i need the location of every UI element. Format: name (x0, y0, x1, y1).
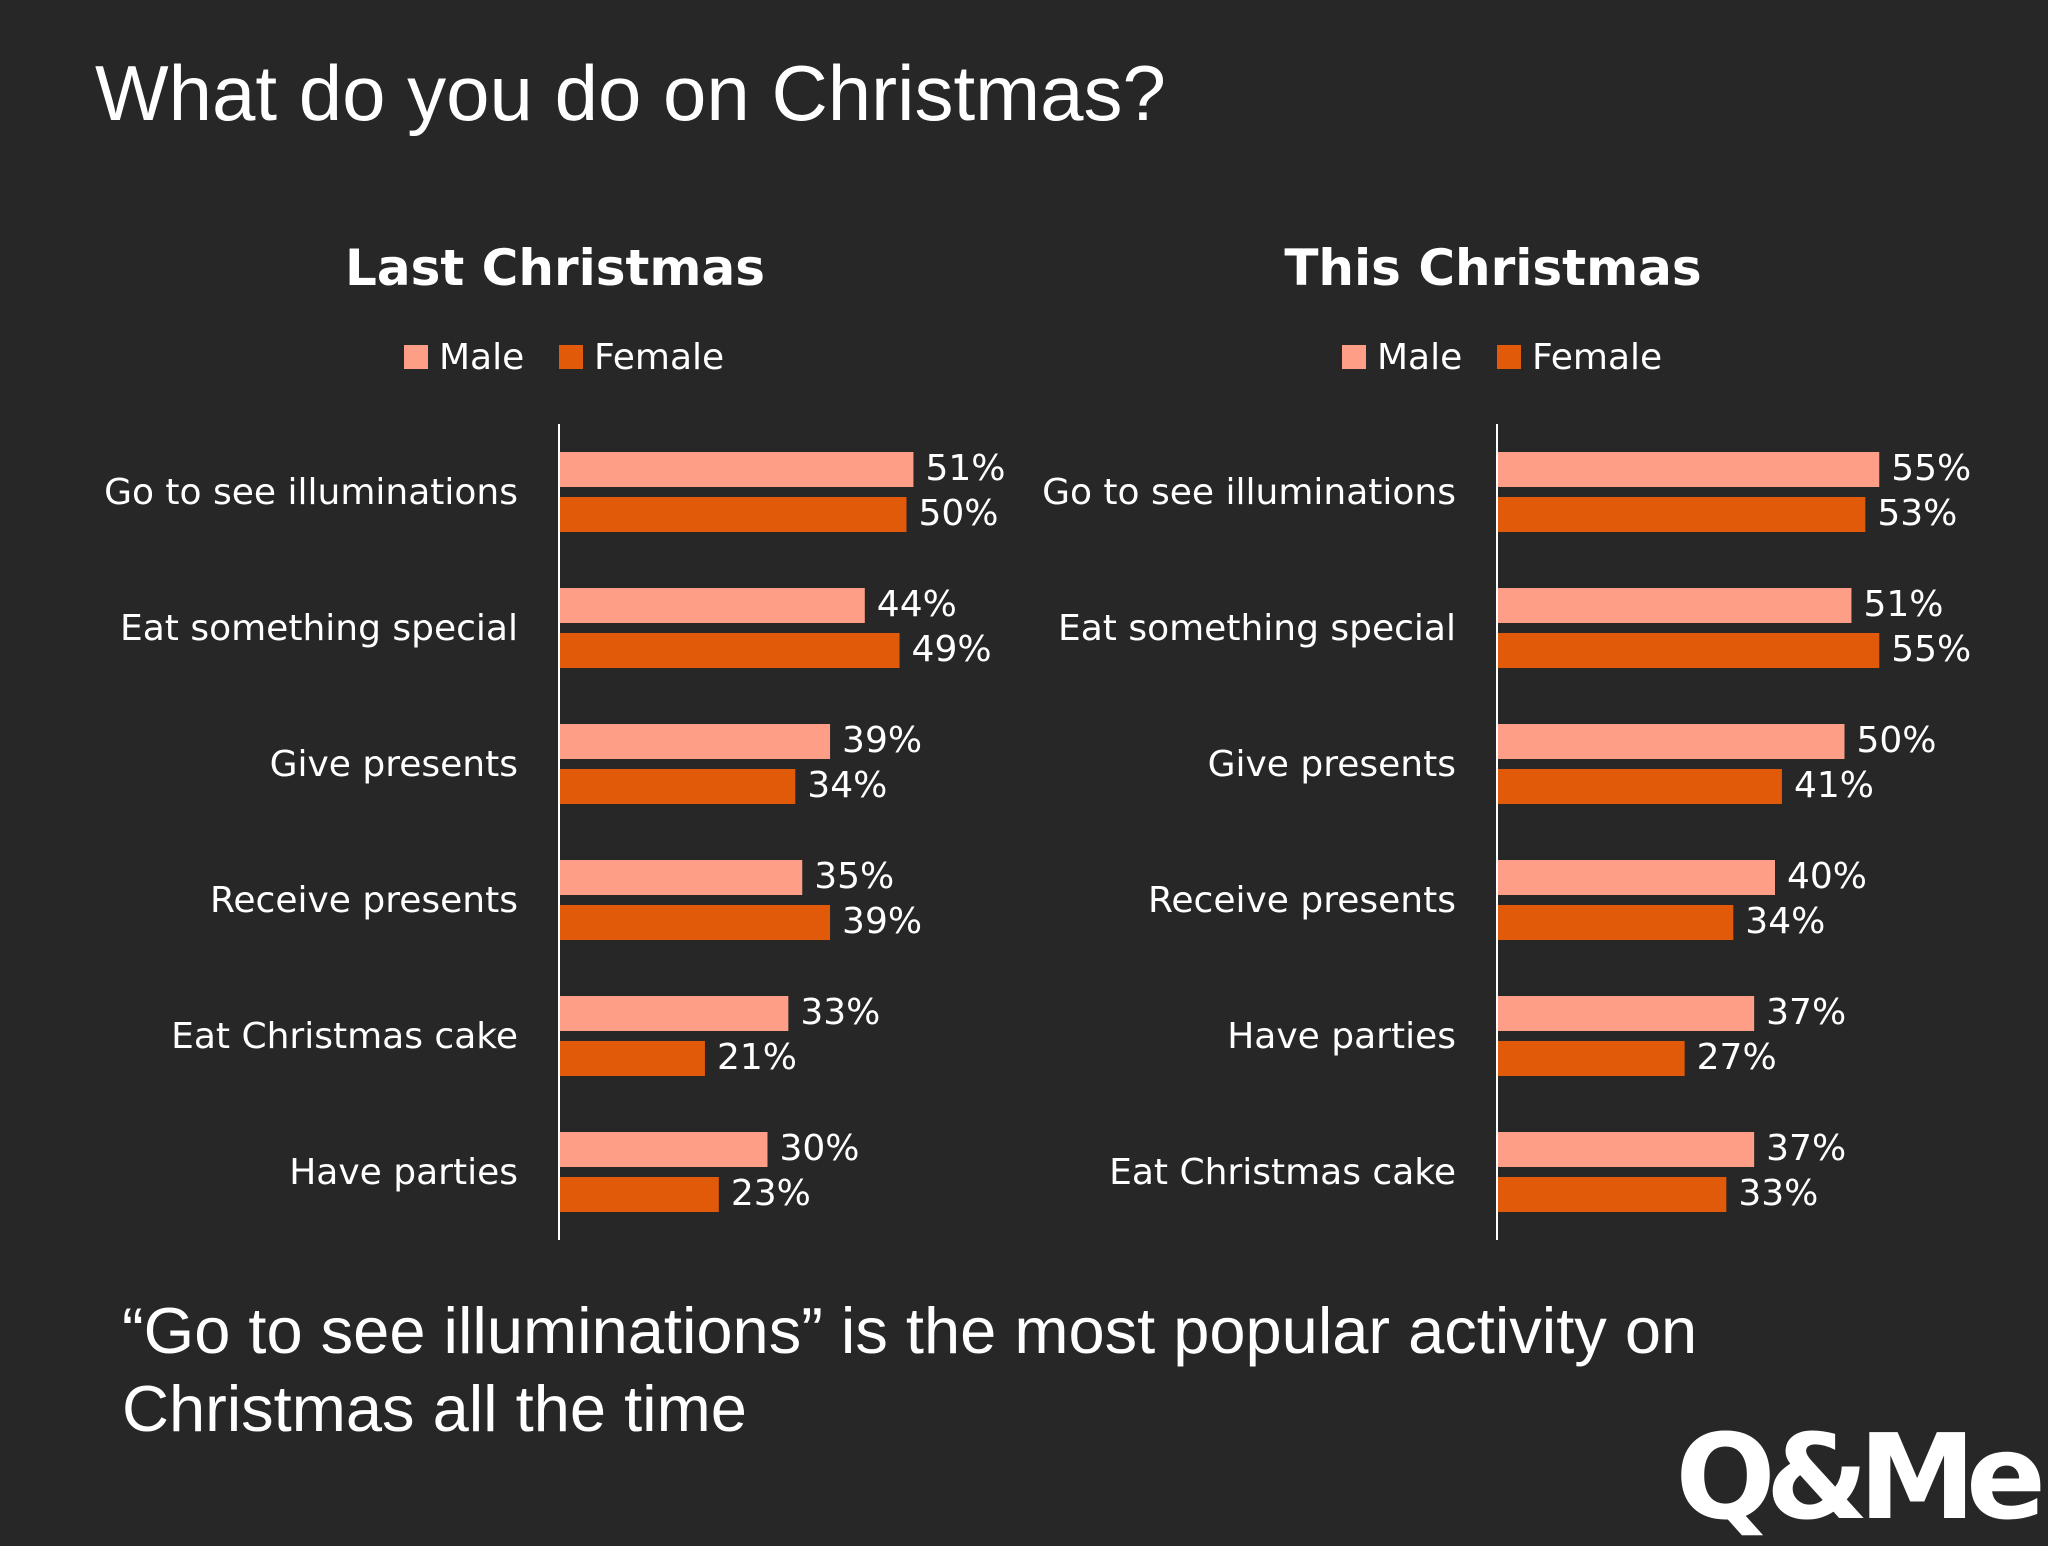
legend-swatch-male (1342, 345, 1366, 369)
bar-male (559, 996, 789, 1031)
data-label: 55% (1891, 629, 1971, 670)
data-label: 23% (731, 1173, 811, 1214)
data-label: 51% (925, 448, 1005, 489)
legend-swatch-female (1497, 345, 1521, 369)
category-label: Have parties (289, 1152, 518, 1193)
bar-female (1497, 1177, 1727, 1212)
bar-male (559, 452, 914, 487)
data-label: 37% (1766, 1128, 1846, 1169)
category-label: Give presents (270, 744, 518, 785)
data-label: 50% (919, 493, 999, 534)
data-label: 35% (814, 856, 894, 897)
bar-male (559, 724, 831, 759)
data-label: 41% (1794, 765, 1874, 806)
category-label: Give presents (1208, 744, 1456, 785)
data-label: 39% (842, 901, 922, 942)
category-label: Receive presents (210, 880, 518, 921)
bar-female (1497, 769, 1782, 804)
data-label: 30% (780, 1128, 860, 1169)
bar-female (559, 1177, 719, 1212)
data-label: 53% (1877, 493, 1957, 534)
category-label: Go to see illuminations (104, 472, 518, 513)
chart-title: Last Christmas (345, 239, 765, 297)
legend-label-male: Male (1377, 337, 1462, 378)
chart-title: This Christmas (1284, 239, 1701, 297)
data-label: 39% (842, 720, 922, 761)
data-label: 44% (877, 584, 957, 625)
bar-male (1497, 996, 1755, 1031)
slide-title: What do you do on Christmas? (95, 49, 1166, 137)
bar-female (559, 1041, 705, 1076)
data-label: 40% (1787, 856, 1867, 897)
category-label: Eat Christmas cake (171, 1016, 518, 1057)
data-label: 55% (1891, 448, 1971, 489)
bar-female (1497, 497, 1866, 532)
data-label: 49% (912, 629, 992, 670)
legend-label-male: Male (439, 337, 524, 378)
data-label: 33% (1738, 1173, 1818, 1214)
bar-female (1497, 633, 1880, 668)
legend-label-female: Female (1532, 337, 1662, 378)
data-label: 21% (717, 1037, 797, 1078)
legend-label-female: Female (594, 337, 724, 378)
data-label: 34% (807, 765, 887, 806)
brand-logo: Q&Me (1675, 1408, 2046, 1546)
data-label: 34% (1745, 901, 1825, 942)
footnote-text: “Go to see illuminations” is the most po… (122, 1294, 1698, 1445)
bar-female (559, 905, 831, 940)
bar-male (1497, 588, 1852, 623)
bar-male (1497, 452, 1880, 487)
category-label: Eat something special (120, 608, 518, 649)
bar-male (1497, 1132, 1755, 1167)
data-label: 37% (1766, 992, 1846, 1033)
bar-female (1497, 1041, 1685, 1076)
category-label: Have parties (1227, 1016, 1456, 1057)
bar-male (1497, 860, 1775, 895)
bar-male (559, 1132, 768, 1167)
category-label: Go to see illuminations (1042, 472, 1456, 513)
data-label: 50% (1857, 720, 1937, 761)
data-label: 27% (1697, 1037, 1777, 1078)
legend-swatch-female (559, 345, 583, 369)
bar-male (1497, 724, 1845, 759)
bar-female (559, 769, 796, 804)
chart-last-christmas: Last Christmas Male Female 51%50% Go to see … (104, 239, 1005, 1240)
category-label: Eat Christmas cake (1109, 1152, 1456, 1193)
category-label: Eat something special (1058, 608, 1456, 649)
bar-male (559, 588, 865, 623)
data-label: 33% (800, 992, 880, 1033)
category-label: Receive presents (1148, 880, 1456, 921)
legend-swatch-male (404, 345, 428, 369)
bar-female (559, 497, 907, 532)
data-label: 51% (1863, 584, 1943, 625)
bar-female (1497, 905, 1734, 940)
bar-male (559, 860, 803, 895)
bar-female (559, 633, 900, 668)
